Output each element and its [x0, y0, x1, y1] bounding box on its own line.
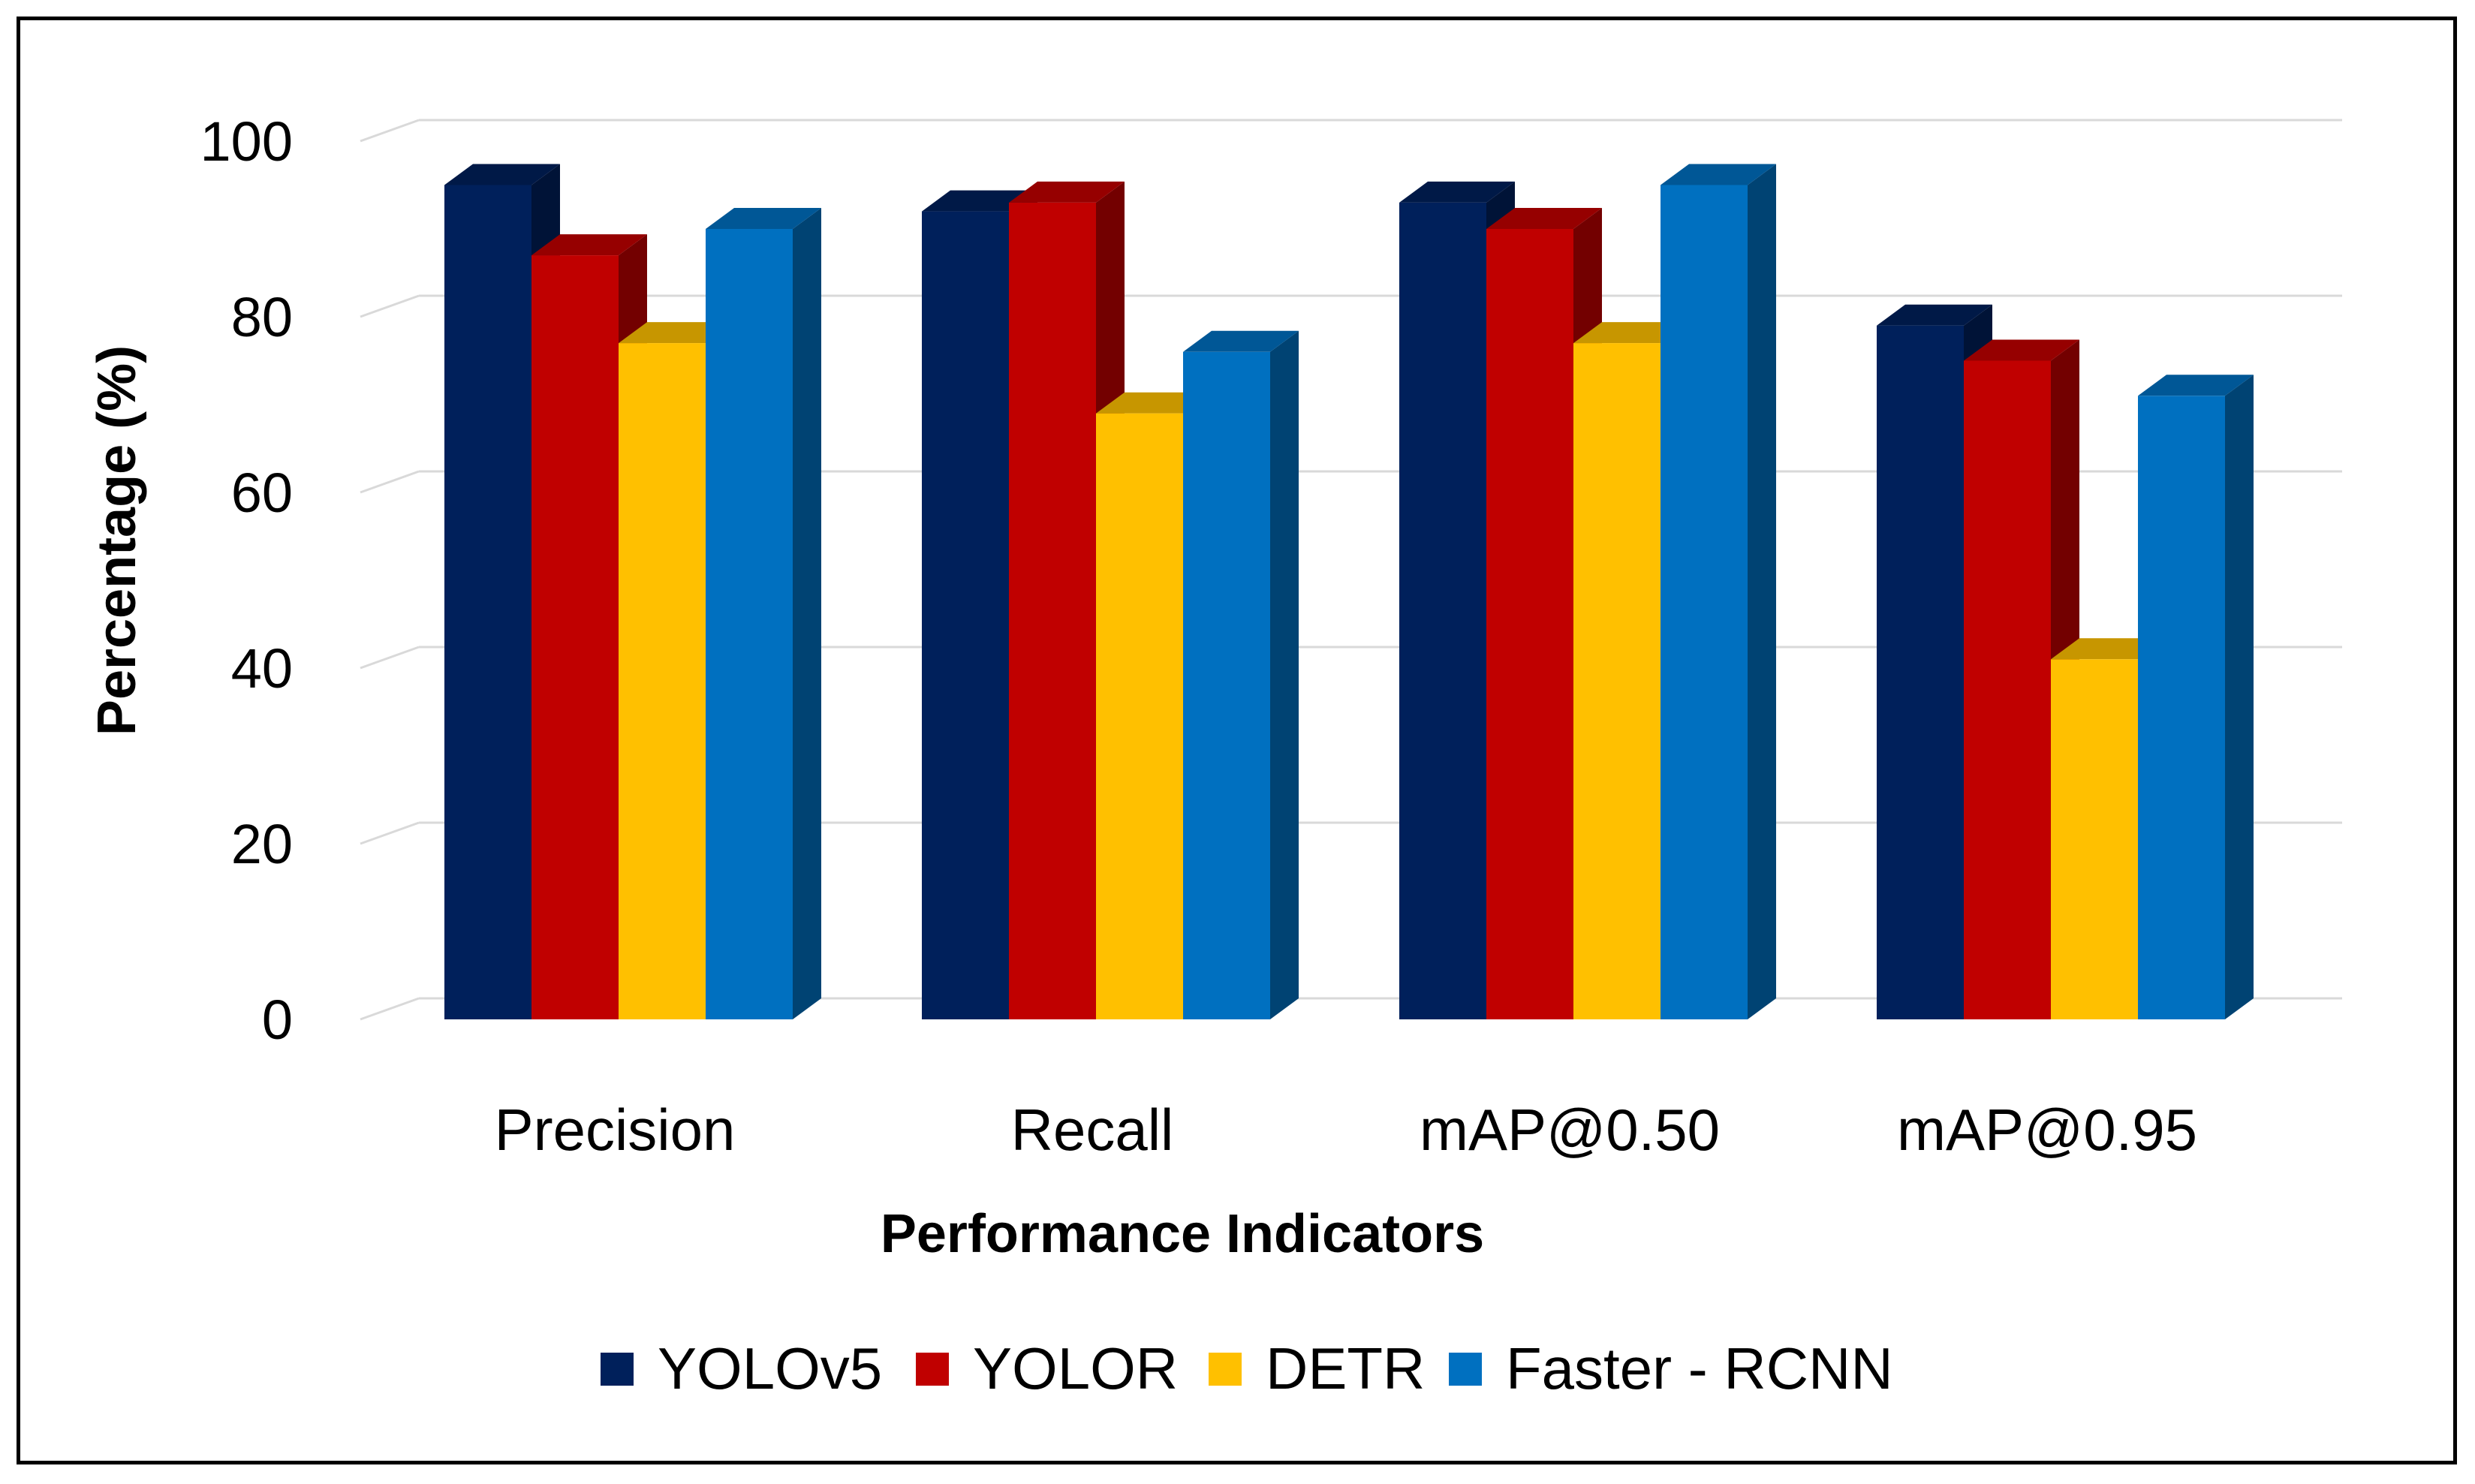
bar-side	[2225, 375, 2254, 1019]
bar-front	[444, 185, 531, 1019]
bar-faster-rcnn-0	[706, 208, 821, 1019]
bars	[444, 164, 2254, 1020]
bar-front	[1399, 202, 1486, 1019]
legend-swatch	[1449, 1353, 1482, 1386]
bar-top	[1964, 339, 2079, 361]
bar-front	[1009, 202, 1096, 1019]
bar-top	[444, 164, 560, 185]
gridline-diagonal	[360, 294, 420, 318]
bar-top	[1486, 208, 1602, 229]
legend-label: DETR	[1266, 1335, 1425, 1401]
bar-top	[706, 208, 821, 229]
y-tick-label: 40	[231, 637, 293, 700]
x-tick-label: mAP@0.95	[1897, 1097, 2197, 1163]
bar-top	[1573, 322, 1689, 344]
bar-front	[1096, 413, 1183, 1019]
bar-front	[1877, 325, 1964, 1019]
bar-front	[2051, 659, 2138, 1019]
gridline-diagonal	[360, 119, 420, 143]
bar-side	[1748, 164, 1776, 1019]
bar-top	[531, 234, 647, 256]
bar-front	[706, 229, 793, 1019]
bar-top	[922, 190, 1037, 212]
bar-faster-rcnn-1	[1183, 330, 1299, 1019]
bar-top	[619, 322, 734, 344]
bar-front	[619, 343, 706, 1020]
legend-label: YOLOR	[973, 1335, 1178, 1401]
x-tick-label: Precision	[495, 1097, 736, 1163]
y-tick-label: 100	[200, 110, 293, 173]
bar-top	[1661, 164, 1776, 185]
x-tick-label: mAP@0.50	[1420, 1097, 1720, 1163]
bar-top	[1399, 181, 1515, 203]
legend-swatch	[601, 1353, 634, 1386]
legend-item: YOLOv5	[601, 1335, 882, 1401]
y-tick-label: 60	[231, 462, 293, 524]
y-axis-title: Percentage (%)	[87, 345, 147, 736]
bar-front	[1573, 343, 1661, 1020]
legend: YOLOv5 YOLOR DETR Faster - RCNN	[601, 1335, 1893, 1401]
gridline-diagonal	[360, 821, 420, 845]
bar-front	[2138, 396, 2225, 1019]
y-tick-label: 80	[231, 286, 293, 348]
legend-item: Faster - RCNN	[1449, 1335, 1893, 1401]
legend-swatch	[1209, 1353, 1242, 1386]
bar-top	[1096, 392, 1212, 414]
legend-label: Faster - RCNN	[1506, 1335, 1893, 1401]
bar-top	[2138, 375, 2254, 396]
legend-item: YOLOR	[916, 1335, 1178, 1401]
gridline-diagonal	[360, 646, 420, 670]
x-axis-ticks: Precision Recall mAP@0.50 mAP@0.95	[495, 1097, 2197, 1163]
bar-front	[1661, 185, 1748, 1019]
bar-front	[922, 211, 1009, 1020]
legend-label: YOLOv5	[658, 1335, 882, 1401]
y-axis-ticks: 0 20 40 60 80 100	[200, 110, 293, 1051]
bar-top	[1877, 304, 1992, 326]
gridline-diagonal	[360, 470, 420, 494]
y-tick-label: 20	[231, 813, 293, 875]
legend-item: DETR	[1209, 1335, 1425, 1401]
bar-side	[1270, 330, 1299, 1019]
bar-front	[531, 255, 619, 1020]
legend-swatch	[916, 1353, 949, 1386]
x-tick-label: Recall	[1011, 1097, 1174, 1163]
bar-side	[793, 208, 821, 1019]
x-axis-title: Performance Indicators	[881, 1204, 1484, 1264]
bar-top	[1009, 181, 1125, 203]
y-tick-label: 0	[262, 989, 293, 1051]
bar-front	[1964, 360, 2051, 1019]
bar-front	[1486, 229, 1573, 1019]
bar-top	[1183, 330, 1299, 352]
bar-faster-rcnn-3	[2138, 375, 2254, 1019]
bar-front	[1183, 351, 1270, 1019]
gridline-diagonal	[360, 997, 420, 1021]
bar-faster-rcnn-2	[1661, 164, 1776, 1019]
bar-top	[2051, 638, 2166, 660]
